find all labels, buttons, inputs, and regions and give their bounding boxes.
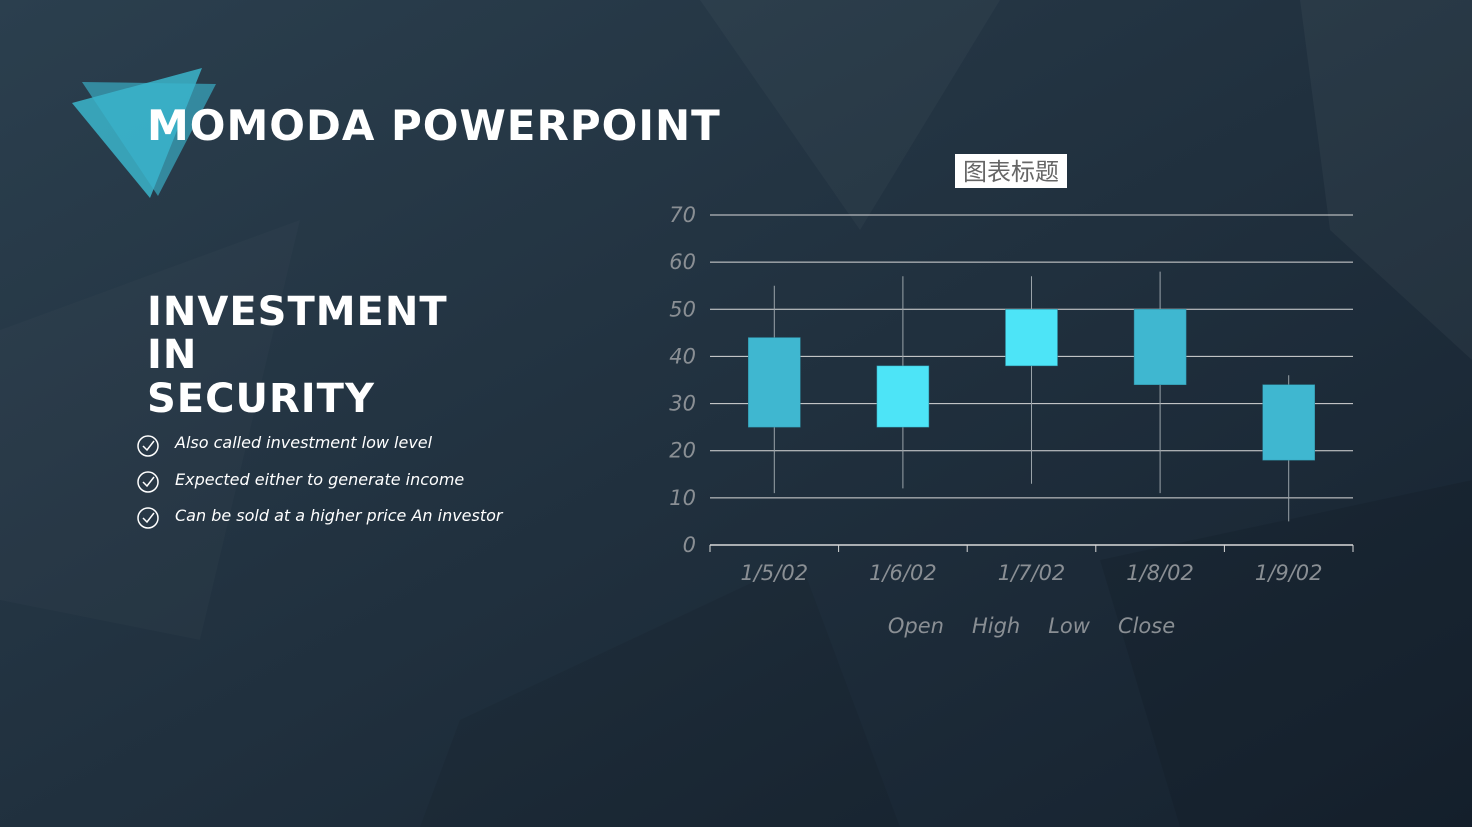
x-tick-label: 1/7/02 (998, 561, 1066, 585)
check-icon (142, 476, 155, 488)
y-tick-label: 70 (669, 203, 696, 227)
check-icon (137, 435, 159, 457)
y-tick-label: 30 (669, 392, 696, 416)
legend-entry: Low (1048, 614, 1091, 638)
candle-body (876, 365, 930, 428)
y-tick-label: 40 (669, 344, 696, 368)
slide-title: MOMODA POWERPOINT (147, 101, 721, 150)
candle-body (1262, 384, 1315, 461)
y-tick-label: 50 (669, 297, 696, 321)
bullet-list: Also called investment low level Expecte… (137, 433, 504, 529)
x-tick-label: 1/5/02 (741, 561, 809, 585)
bullet-text: Expected either to generate income (175, 470, 464, 489)
bullet-text: Can be sold at a higher price An investo… (175, 506, 504, 525)
logo-triangle (82, 82, 216, 196)
heading: SECURITY (147, 376, 375, 422)
y-tick-label: 20 (669, 439, 696, 463)
chart: 0 10 20 30 40 50 60 70 1/5/02 1/6/02 1/7/02 1/8/02 1… (669, 203, 1354, 638)
y-tick-label: 0 (683, 533, 696, 557)
y-tick-label: 60 (669, 250, 696, 274)
x-tick-label: 1/6/02 (869, 561, 937, 585)
check-icon (142, 440, 155, 452)
bg-shape (1100, 480, 1472, 827)
check-icon (137, 507, 159, 529)
legend-entry: Open (888, 614, 944, 638)
heading: INVESTMENT (147, 289, 448, 335)
candle-body (1005, 309, 1058, 367)
check-icon (142, 512, 155, 524)
chart-title-box (955, 154, 1067, 188)
legend-entry: High (972, 614, 1020, 638)
bg-shape (420, 560, 900, 827)
bullet-text: Also called investment low level (174, 433, 433, 452)
y-tick-label: 10 (669, 486, 696, 510)
x-tick-label: 1/9/02 (1255, 561, 1323, 585)
legend-entry: Close (1118, 614, 1175, 638)
candle-body (1133, 309, 1187, 385)
chart-title: 图表标题 (963, 158, 1059, 186)
x-tick-label: 1/8/02 (1126, 561, 1194, 585)
bg-shape (1300, 0, 1472, 360)
check-icon (137, 471, 159, 493)
candle-body (748, 337, 801, 428)
heading: IN (147, 332, 197, 378)
